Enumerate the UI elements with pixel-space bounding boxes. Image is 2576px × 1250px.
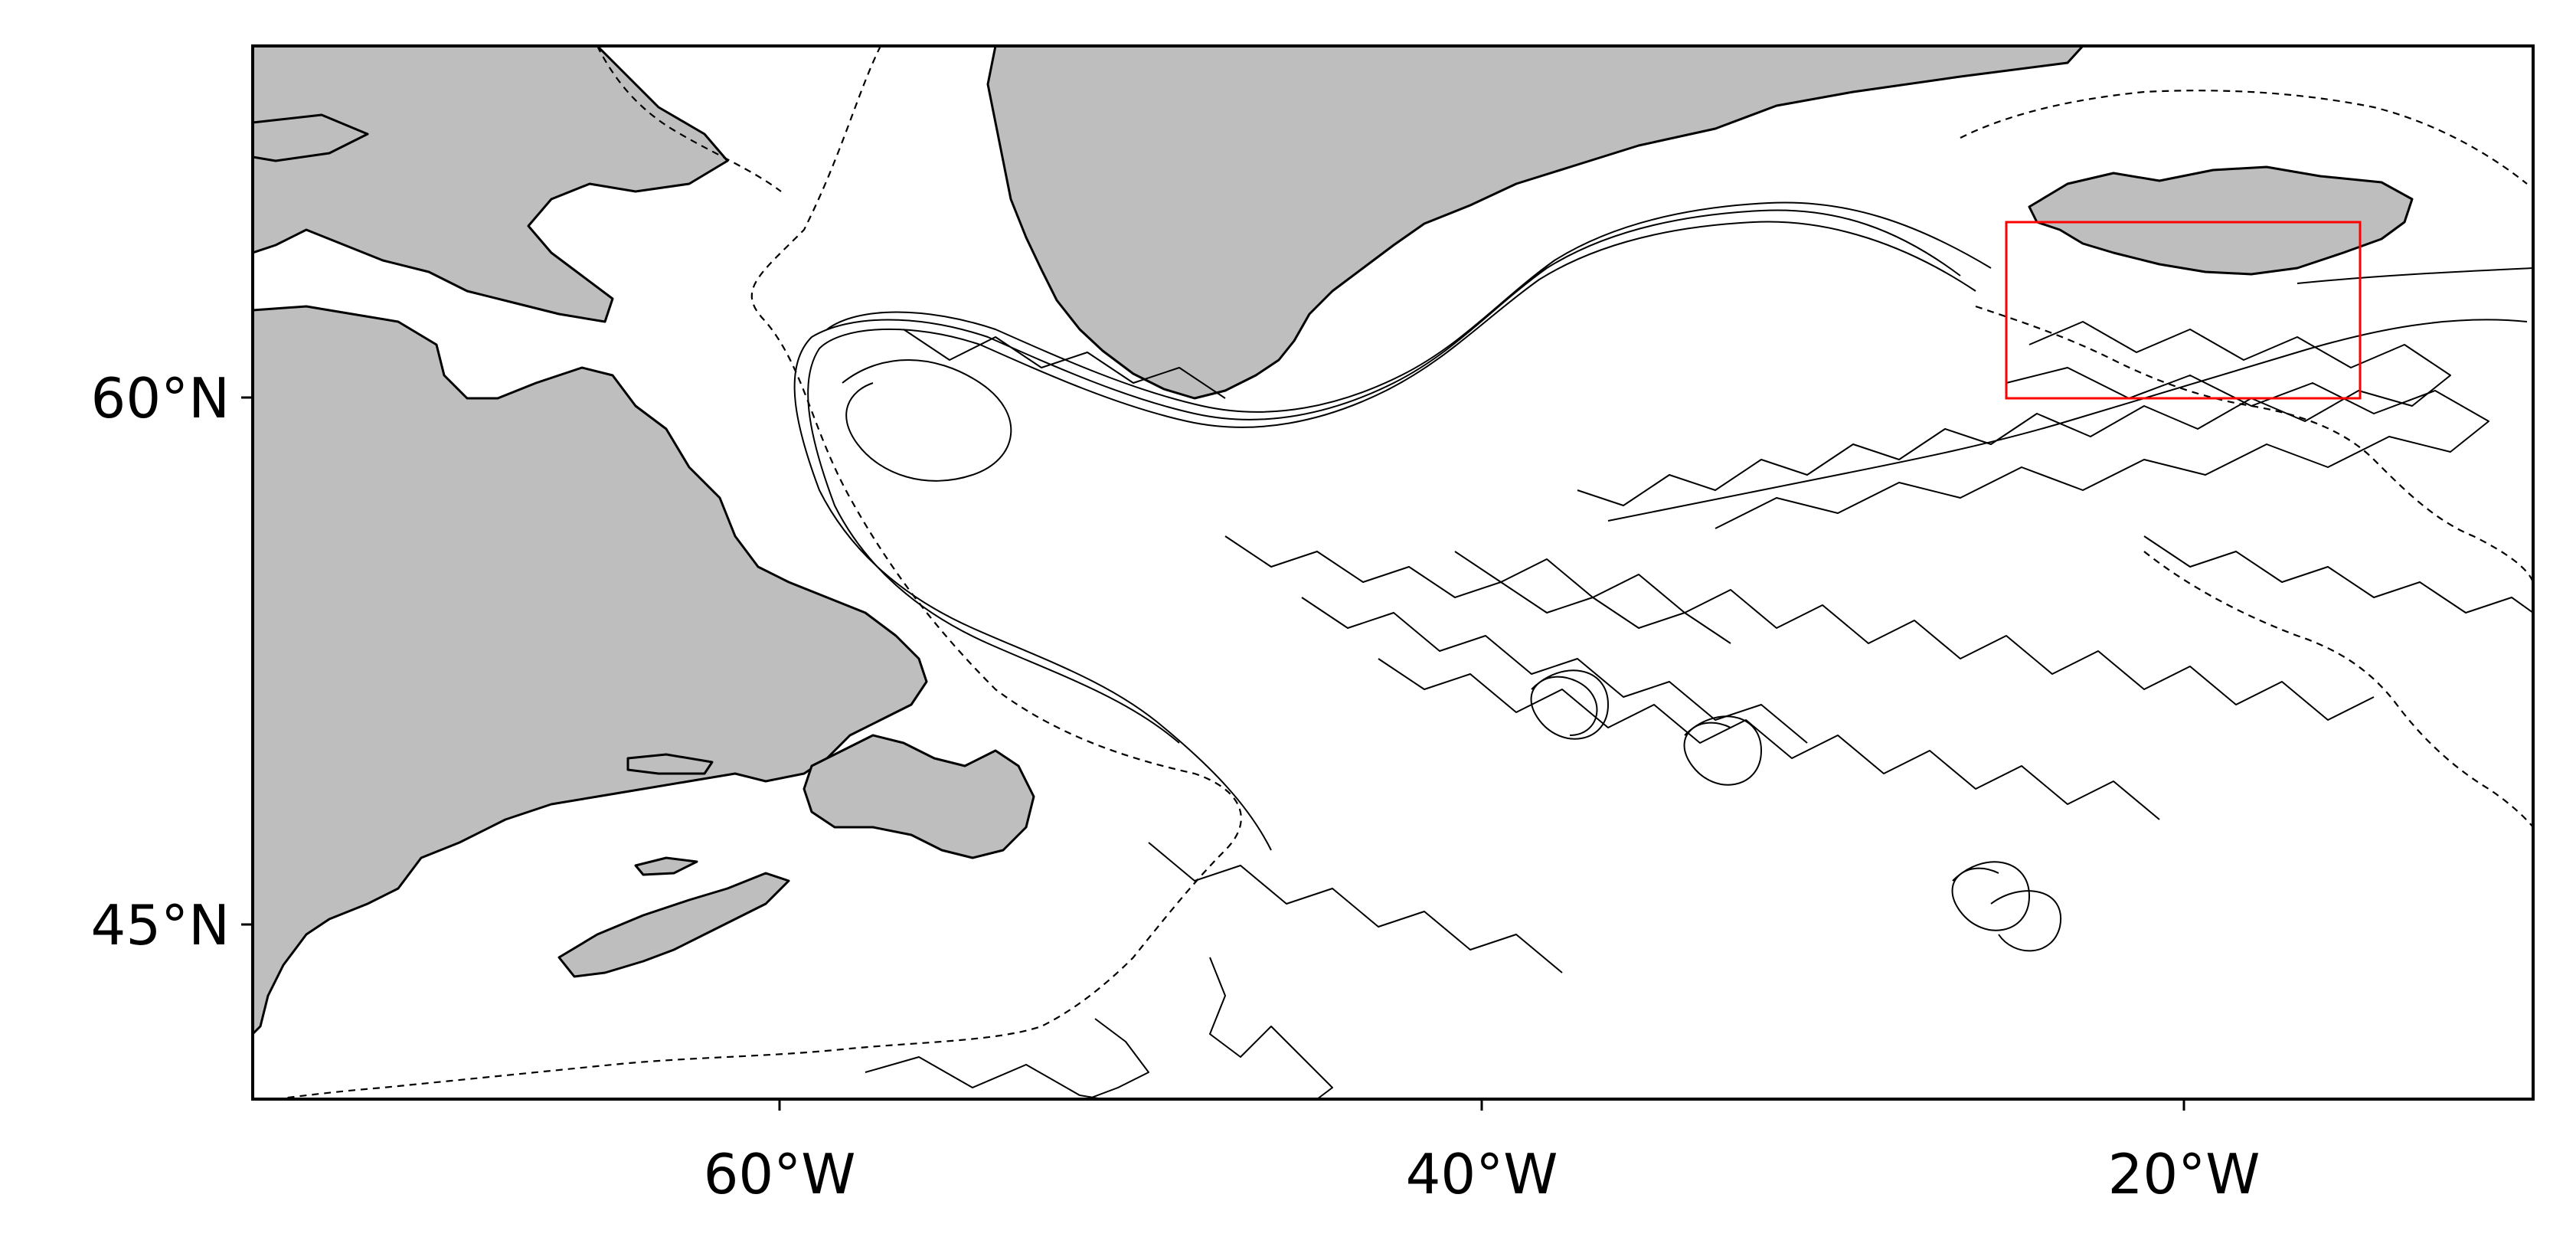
pei-island [634, 856, 698, 876]
trajectory-cluster-mid-3 [1301, 597, 1808, 744]
trajectory-south-3 [865, 1056, 1103, 1099]
contour-baffin [597, 46, 782, 192]
trajectory-cluster-east [1577, 321, 2451, 506]
trajectory-loops-4 [1990, 890, 2062, 952]
float-trajectories [793, 201, 2533, 1099]
land-masses [253, 46, 2414, 1036]
contour-iceland [1960, 90, 2528, 185]
trajectory-irminger [1607, 319, 2528, 522]
greenland-land [986, 46, 2084, 400]
trajectory-south-2 [1209, 957, 1333, 1099]
trajectory-labrador-2 [903, 329, 1226, 399]
trajectory-cluster-mid [1454, 551, 2375, 721]
y-axis: 60°N 45°N [91, 366, 253, 957]
x-tick-label-40w: 40°W [1406, 1142, 1558, 1206]
iceland-land [2028, 165, 2414, 276]
trajectory-boundary-current-2 [807, 221, 1976, 744]
trajectory-loops-1 [1530, 669, 1609, 740]
trajectory-boundary-current-3 [826, 201, 1992, 413]
y-tick-label-60n: 60°N [91, 366, 230, 430]
baffin-small-island [253, 113, 369, 162]
contour-greenland [275, 46, 1242, 1099]
x-axis: 60°W 40°W 20°W [704, 1099, 2261, 1206]
trajectory-cluster-east-2 [1715, 367, 2489, 529]
bathymetry-contours [275, 46, 2533, 1099]
anticosti-island [626, 753, 714, 775]
contour-south [2143, 551, 2533, 828]
x-tick-label-60w: 60°W [704, 1142, 856, 1206]
trajectory-long [2296, 267, 2533, 284]
newfoundland-land [803, 734, 1035, 859]
trajectory-cluster-mid-2 [1378, 658, 2160, 820]
trajectory-center [1224, 535, 1731, 644]
y-tick-label-45n: 45°N [91, 893, 230, 957]
nova-scotia-land [557, 872, 790, 978]
trajectory-loops-3 [1951, 861, 2030, 931]
trajectory-south-1 [1148, 842, 1563, 973]
labrador-land [253, 305, 928, 1036]
contour-east [1975, 305, 2533, 583]
x-tick-label-20w: 20°W [2108, 1142, 2261, 1206]
trajectory-ireland [2143, 535, 2533, 614]
trajectory-labrador-loop [842, 359, 1012, 482]
trajectory-loops-2 [1683, 715, 1762, 786]
map-frame [251, 44, 2535, 1101]
highlight-region-box [2005, 221, 2362, 400]
baffin-island-land [253, 46, 729, 323]
trajectory-south-4 [1087, 1018, 1149, 1099]
